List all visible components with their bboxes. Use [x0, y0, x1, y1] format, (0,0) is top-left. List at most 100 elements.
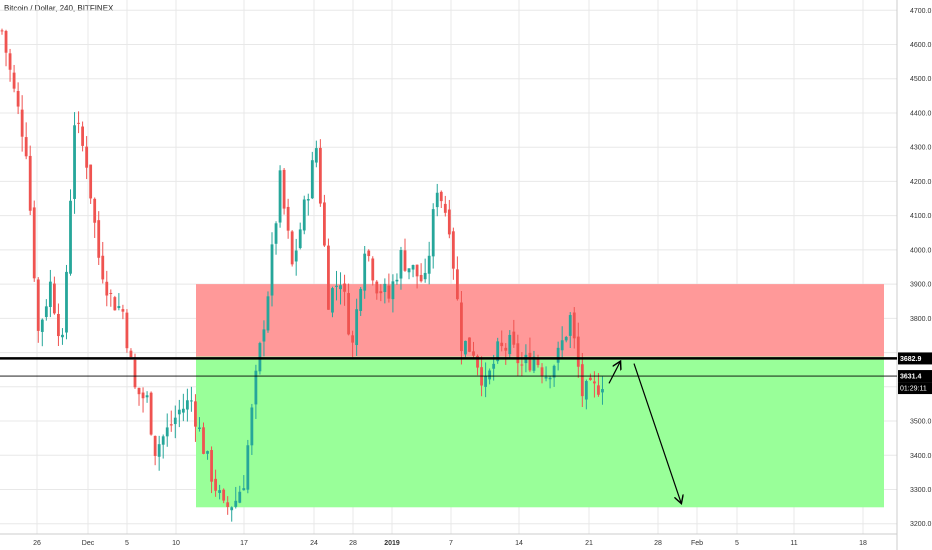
y-tick-label: 3400.0	[910, 453, 932, 460]
candle-body	[157, 444, 161, 457]
candle-body	[266, 296, 270, 331]
candle-body	[202, 427, 205, 454]
candle-body	[339, 285, 342, 290]
candle-body	[532, 356, 536, 371]
candle-body	[323, 202, 326, 246]
y-tick-label: 3200.0	[910, 521, 932, 528]
candle-body	[540, 367, 544, 376]
candle-body	[24, 137, 28, 157]
candle-body	[145, 395, 149, 398]
candle-body	[399, 250, 403, 279]
candle-body	[556, 347, 560, 363]
price-axis: 4700.0 4600.0 4500.0 4400.0 4300.0 4200.0 4100…	[898, 8, 932, 528]
candle-body	[181, 408, 185, 413]
candle-body	[16, 90, 20, 107]
price-zones	[196, 284, 884, 508]
y-tick-label: 3500.0	[910, 419, 932, 426]
candle-body	[512, 331, 516, 345]
candle-body	[286, 206, 290, 231]
candle-body	[439, 191, 443, 202]
candle-body	[443, 203, 447, 213]
candle-body	[161, 436, 165, 445]
candle-body	[254, 370, 258, 405]
candle-body	[564, 336, 568, 341]
candle-body	[190, 400, 193, 402]
candle-body	[36, 279, 40, 331]
candle-body	[492, 363, 496, 369]
candle-body	[464, 340, 467, 355]
candle-body	[359, 288, 363, 311]
candle-body	[177, 409, 181, 415]
candle-body	[73, 125, 76, 199]
x-tick-label: 17	[240, 540, 248, 547]
candle-body	[44, 306, 48, 317]
candle-body	[472, 351, 475, 356]
level-lines	[0, 357, 897, 377]
annotation-arrows	[608, 362, 681, 502]
resistance-zone	[196, 284, 884, 357]
y-tick-label: 4100.0	[910, 213, 932, 220]
candle-body	[371, 258, 375, 281]
candle-body	[302, 199, 306, 231]
x-tick-label: 7	[449, 540, 453, 547]
candle-body	[250, 407, 254, 446]
candle-body	[69, 200, 72, 274]
candle-body	[427, 255, 431, 274]
candle-body	[576, 336, 580, 367]
candle-body	[65, 271, 68, 333]
candle-body	[314, 148, 318, 163]
candle-body	[572, 312, 576, 339]
y-tick-label: 4400.0	[910, 110, 932, 117]
candle-body	[331, 288, 334, 313]
candle-body	[508, 334, 512, 355]
x-tick-label: 5	[125, 540, 129, 547]
y-tick-label: 3300.0	[910, 487, 932, 494]
candle-body	[327, 245, 330, 310]
candle-body	[133, 359, 137, 388]
candle-body	[230, 507, 234, 511]
x-tick-label: 18	[859, 540, 867, 547]
candle-body	[488, 370, 492, 380]
candle-body	[113, 297, 117, 311]
candle-body	[101, 255, 105, 280]
y-tick-label: 3900.0	[910, 282, 932, 289]
candle-body	[270, 244, 274, 296]
candle-body	[165, 427, 169, 437]
candles	[0, 28, 604, 522]
candle-body	[419, 274, 423, 282]
candle-body	[121, 309, 125, 312]
candle-body	[28, 155, 32, 211]
candle-body	[218, 490, 222, 493]
x-tick-label: 14	[515, 540, 523, 547]
candle-body	[423, 272, 427, 280]
y-tick-label: 4300.0	[910, 145, 932, 152]
candle-body	[194, 401, 197, 427]
candle-body	[601, 389, 604, 393]
x-tick-label: 5	[735, 540, 739, 547]
candle-body	[580, 364, 584, 397]
candle-body	[149, 392, 153, 435]
candle-body	[468, 337, 471, 352]
candle-body	[40, 319, 44, 332]
candle-body	[97, 220, 101, 258]
candle-body	[355, 309, 359, 346]
candle-body	[516, 343, 520, 364]
countdown-box	[898, 382, 932, 395]
candle-body	[310, 160, 314, 199]
candle-body	[57, 313, 60, 337]
candle-body	[125, 312, 129, 349]
candle-body	[117, 306, 121, 309]
candle-body	[375, 281, 379, 294]
candle-body	[89, 164, 93, 199]
candle-body	[476, 355, 479, 368]
candle-body	[298, 229, 302, 249]
candle-body	[379, 291, 383, 294]
y-tick-label: 4200.0	[910, 179, 932, 186]
x-tick-label: 26	[33, 540, 41, 547]
candle-body	[246, 445, 250, 490]
y-tick-label: 4700.0	[910, 8, 932, 15]
candle-body	[367, 250, 371, 257]
candle-body	[383, 283, 387, 292]
candle-body	[294, 250, 298, 262]
candle-body	[77, 122, 80, 124]
